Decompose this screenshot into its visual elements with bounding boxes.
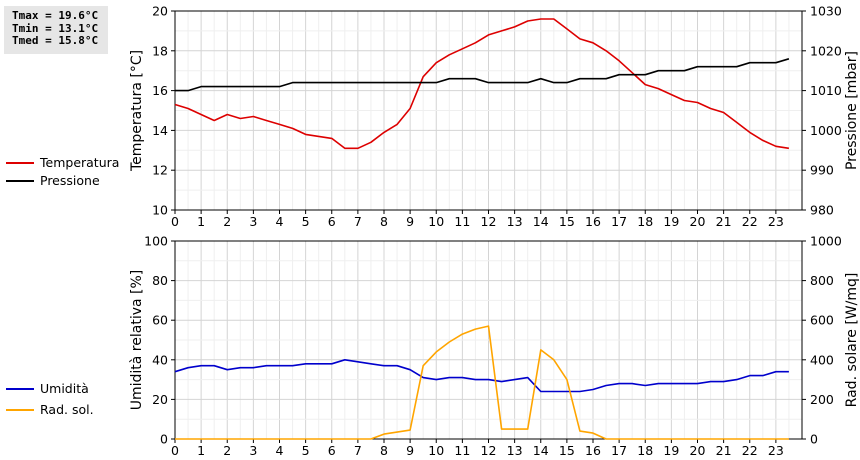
- y2-axis-title: Pressione [mbar]: [844, 51, 860, 170]
- x-tick-label: 21: [716, 214, 732, 229]
- x-tick-label: 14: [533, 443, 549, 458]
- x-tick-label: 6: [328, 214, 336, 229]
- y-tick-label: 16: [152, 83, 168, 98]
- y2-tick-label: 600: [810, 313, 834, 328]
- y2-tick-label: 990: [810, 163, 834, 178]
- x-tick-label: 9: [406, 214, 414, 229]
- legend-temperatura: Temperatura: [6, 155, 119, 170]
- legend-rad-sol: Rad. sol.: [6, 402, 94, 417]
- x-tick-label: 7: [354, 443, 362, 458]
- x-tick-label: 1: [197, 214, 205, 229]
- x-tick-label: 7: [354, 214, 362, 229]
- x-tick-label: 3: [249, 443, 257, 458]
- x-tick-label: 6: [328, 443, 336, 458]
- y-tick-label: 12: [152, 163, 168, 178]
- stat-tmax: Tmax = 19.6°C: [12, 9, 99, 22]
- x-tick-label: 11: [454, 214, 470, 229]
- x-tick-label: 4: [276, 214, 284, 229]
- y-tick-label: 100: [144, 234, 168, 249]
- series-line-umidit: [174, 358, 789, 393]
- y-tick-label: 18: [152, 43, 168, 58]
- x-tick-label: 22: [742, 214, 758, 229]
- x-tick-label: 20: [690, 214, 706, 229]
- legend-swatch-pressione: [6, 179, 34, 182]
- legend-swatch-rad-sol: [6, 408, 34, 411]
- y-tick-label: 0: [160, 432, 168, 447]
- y2-tick-label: 1030: [810, 4, 842, 19]
- chart-panel-0: 0 1 2 3 4 5 6 7 8 9 10 11 12 13 14 15 16 17 18 19 20 21 22 2310…: [129, 4, 860, 230]
- y-tick-label: 10: [152, 203, 168, 218]
- legend-swatch-umidita: [6, 387, 34, 390]
- y2-tick-label: 400: [810, 352, 834, 367]
- legend-umidita: Umidità: [6, 381, 89, 396]
- y-axis-title: Umidità relativa [%]: [129, 270, 145, 411]
- x-tick-label: 21: [716, 443, 732, 458]
- x-tick-label: 17: [611, 214, 627, 229]
- x-tick-label: 19: [663, 443, 679, 458]
- y2-axis-title: Rad. solare [W/mq]: [844, 273, 860, 408]
- x-tick-label: 8: [380, 443, 388, 458]
- x-tick-label: 18: [637, 443, 653, 458]
- legend-label-umidita: Umidità: [40, 381, 89, 396]
- x-tick-label: 2: [223, 214, 231, 229]
- legend-label-rad-sol: Rad. sol.: [40, 402, 94, 417]
- legend-pressione: Pressione: [6, 173, 100, 188]
- x-tick-label: 12: [481, 214, 497, 229]
- y2-tick-label: 800: [810, 273, 834, 288]
- stat-tmin: Tmin = 13.1°C: [12, 21, 99, 35]
- y-tick-label: 14: [152, 123, 168, 138]
- x-tick-label: 0: [171, 214, 179, 229]
- legend-label-temperatura: Temperatura: [40, 155, 120, 170]
- y2-tick-label: 1000: [810, 123, 842, 138]
- x-tick-label: 15: [559, 443, 575, 458]
- x-tick-label: 11: [454, 443, 470, 458]
- x-tick-label: 2: [223, 443, 231, 458]
- series-line-rad-sol: [175, 325, 789, 440]
- legend-swatch-temperatura: [6, 161, 34, 164]
- x-tick-label: 13: [507, 214, 523, 229]
- x-tick-label: 22: [742, 443, 758, 458]
- x-tick-label: 10: [428, 214, 444, 229]
- x-tick-label: 4: [276, 443, 284, 458]
- x-tick-label: 3: [249, 214, 257, 229]
- y2-tick-label: 1000: [810, 234, 842, 249]
- y2-tick-label: 1020: [810, 43, 842, 58]
- y2-tick-label: 1010: [810, 83, 842, 98]
- x-tick-label: 16: [585, 214, 601, 229]
- stats-box: Tmax = 19.6°C Tmin = 13.1°C Tmed = 15.8°…: [4, 6, 108, 54]
- x-tick-label: 12: [481, 443, 497, 458]
- x-tick-label: 23: [768, 214, 784, 229]
- x-tick-label: 15: [559, 214, 575, 229]
- x-tick-label: 0: [171, 443, 179, 458]
- y-tick-label: 20: [152, 392, 168, 407]
- x-tick-label: 5: [302, 443, 310, 458]
- y-tick-label: 80: [152, 273, 168, 288]
- y-tick-label: 40: [152, 352, 168, 367]
- x-tick-label: 1: [197, 443, 205, 458]
- legend-label-pressione: Pressione: [40, 173, 100, 188]
- x-tick-label: 10: [428, 443, 444, 458]
- x-tick-label: 20: [690, 443, 706, 458]
- x-tick-label: 17: [611, 443, 627, 458]
- series-line-temperatura: [174, 18, 790, 150]
- x-tick-label: 19: [663, 214, 679, 229]
- y-tick-label: 20: [152, 4, 168, 19]
- x-tick-label: 14: [533, 214, 549, 229]
- y-tick-label: 60: [152, 313, 168, 328]
- y-axis-title: Temperatura [°C]: [129, 50, 145, 172]
- stat-tmed: Tmed = 15.8°C: [12, 34, 99, 47]
- x-tick-label: 23: [768, 443, 784, 458]
- x-tick-label: 9: [406, 443, 414, 458]
- x-tick-label: 5: [302, 214, 310, 229]
- y2-tick-label: 0: [810, 432, 818, 447]
- y2-tick-label: 980: [810, 203, 834, 218]
- series-line-pressione: [175, 58, 790, 92]
- x-tick-label: 8: [380, 214, 388, 229]
- x-tick-label: 13: [507, 443, 523, 458]
- chart-panel-1: 0 1 2 3 4 5 6 7 8 9 10 11 12 13 14 15 16 17 18 19 20 21 22 2302…: [129, 234, 860, 459]
- x-tick-label: 18: [637, 214, 653, 229]
- y2-tick-label: 200: [810, 392, 834, 407]
- x-tick-label: 16: [585, 443, 601, 458]
